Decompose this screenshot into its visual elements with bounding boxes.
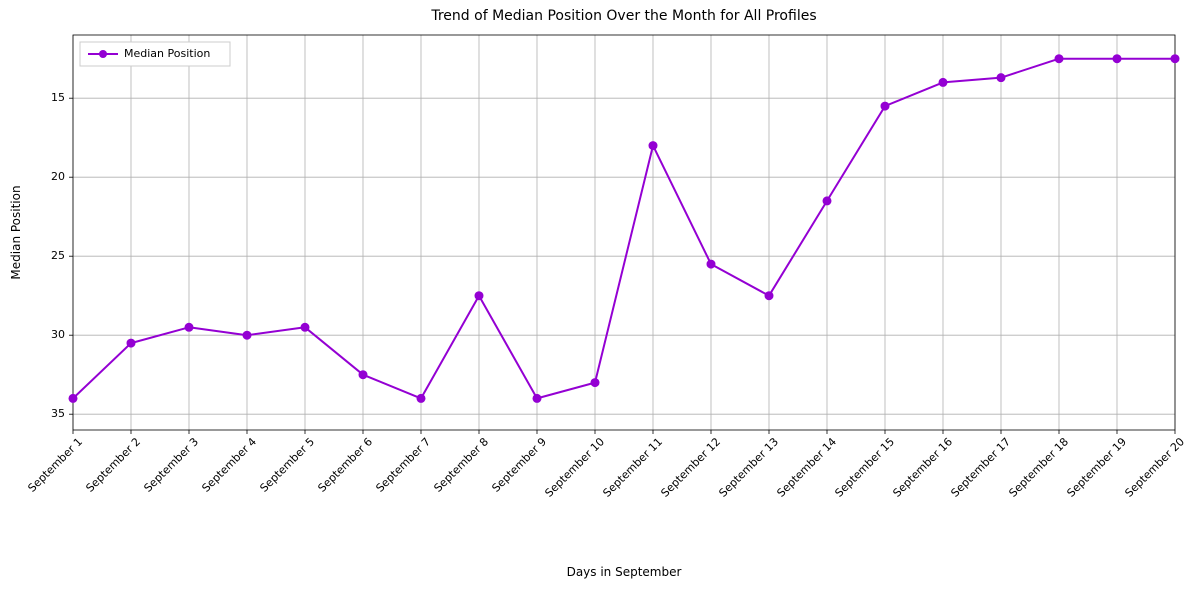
legend-label: Median Position [124, 47, 210, 60]
chart-title: Trend of Median Position Over the Month … [430, 8, 816, 24]
x-axis-label: Days in September [567, 565, 682, 579]
chart-container: September 1September 2September 3Septemb… [0, 0, 1189, 590]
ytick-label: 35 [51, 407, 65, 420]
ytick-label: 30 [51, 328, 65, 341]
ytick-label: 15 [51, 91, 65, 104]
legend: Median Position [80, 42, 230, 66]
ytick-label: 20 [51, 170, 65, 183]
median-position-chart: September 1September 2September 3Septemb… [0, 0, 1189, 590]
y-axis-label: Median Position [9, 185, 23, 279]
ytick-label: 25 [51, 249, 65, 262]
